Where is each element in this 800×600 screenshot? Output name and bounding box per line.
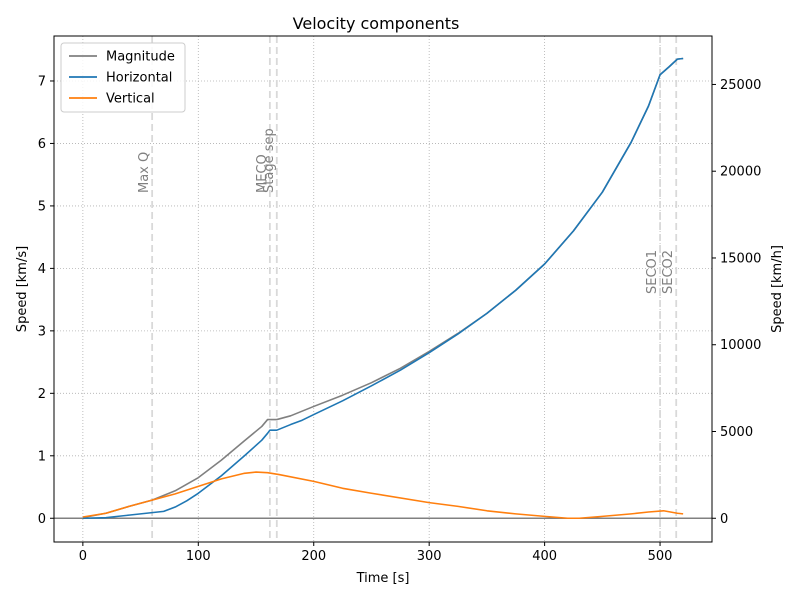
y-tick-label: 0 [38,512,46,527]
x-tick-label: 500 [648,549,673,564]
x-axis: 0 100 200 300 400 500 [79,542,673,564]
y-right-tick-label: 25000 [720,78,761,93]
series-lines [82,57,684,520]
x-tick-label: 200 [301,549,326,564]
y-right-tick-label: 20000 [720,165,761,180]
y-tick-label: 4 [38,262,46,277]
event-label: MECO [255,154,270,193]
series-line-vertical [82,471,684,520]
event-label: SECO2 [661,250,676,294]
legend-box [60,42,186,113]
legend-label: Horizontal [106,71,172,86]
y-right-tick-label: 5000 [720,425,753,440]
series-line-horizontal [82,57,684,520]
y-tick-label: 5 [38,199,46,214]
y-axis-title: Speed [km/s] [15,246,30,332]
legend-label: Vertical [106,92,155,107]
x-tick-label: 0 [79,549,87,564]
y-axis-left: 0 1 2 3 4 5 6 7 [38,74,54,527]
legend-label: Magnitude [106,50,175,65]
y-tick-label: 7 [38,74,46,89]
legend: Magnitude Horizontal Vertical [60,42,186,113]
x-tick-label: 100 [186,549,211,564]
y-tick-label: 2 [38,387,46,402]
y-tick-label: 1 [38,449,46,464]
y-axis-right: 0 5000 10000 15000 20000 25000 [712,78,761,527]
grid [54,36,712,542]
event-label: Max Q [137,152,152,193]
chart-title: Velocity components [293,14,460,33]
x-tick-label: 300 [417,549,442,564]
y-tick-label: 3 [38,324,46,339]
y-right-tick-label: 15000 [720,251,761,266]
event-label: Stage sep [262,128,277,193]
y-axis-right-title: Speed [km/h] [770,245,785,333]
y-tick-label: 6 [38,137,46,152]
y-right-tick-label: 10000 [720,338,761,353]
x-axis-title: Time [s] [356,571,410,586]
x-tick-label: 400 [532,549,557,564]
y-right-tick-label: 0 [720,512,728,527]
plot-frame [53,35,713,543]
event-label: SECO1 [645,250,660,294]
